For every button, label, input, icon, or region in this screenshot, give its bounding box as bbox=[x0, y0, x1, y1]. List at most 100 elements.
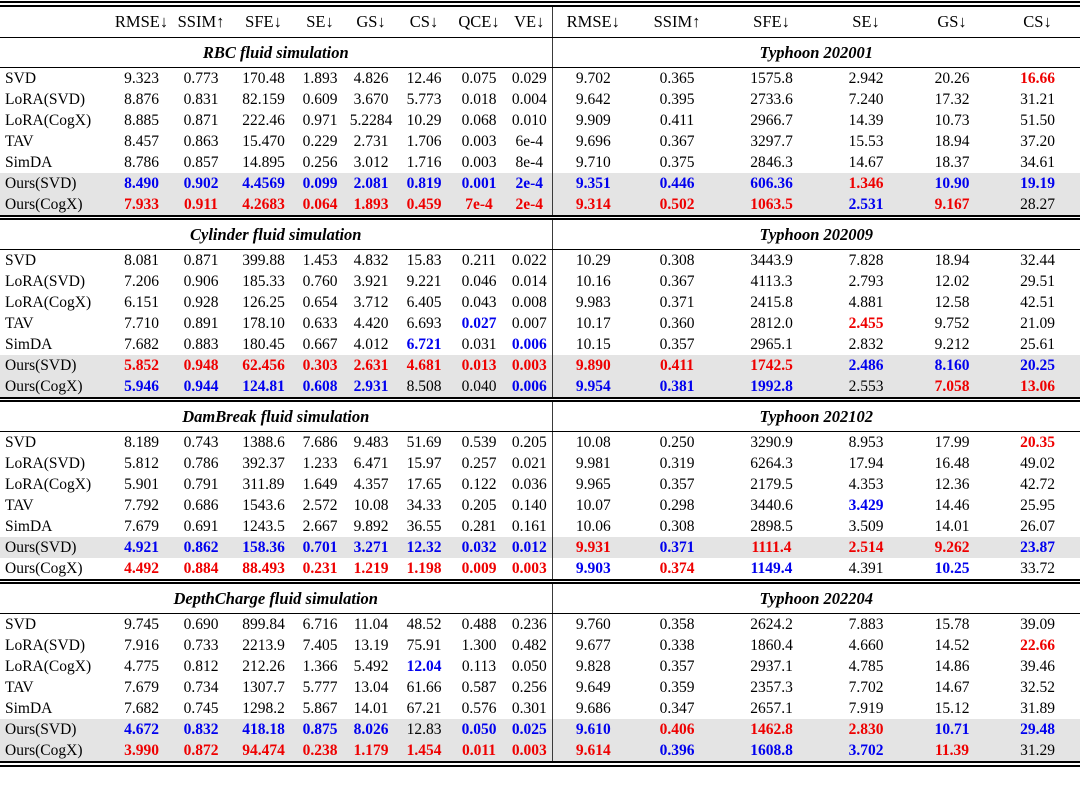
metric-value: 7.710 bbox=[124, 314, 159, 332]
metric-value: 0.374 bbox=[659, 559, 695, 577]
metric-value: 606.36 bbox=[720, 173, 823, 194]
metric-value: 0.319 bbox=[659, 454, 695, 472]
metric-value: 5.773 bbox=[406, 90, 442, 108]
metric-value: 0.099 bbox=[295, 173, 345, 194]
metric-value: 22.66 bbox=[1020, 636, 1055, 654]
table-row: LoRA(CogX) 4.775 0.812 212.26 1.366 5.492 12.0… bbox=[0, 656, 1080, 677]
metric-value: 25.95 bbox=[1020, 496, 1055, 514]
metric-value: 0.902 bbox=[170, 173, 232, 194]
metric-value: 10.73 bbox=[934, 111, 970, 129]
metric-value: 8.160 bbox=[909, 355, 995, 376]
metric-value: 0.891 bbox=[183, 314, 219, 332]
table-row: Ours(SVD) 4.672 0.832 418.18 0.875 8.026 12.83… bbox=[0, 719, 1080, 740]
method-label: LoRA(SVD) bbox=[5, 272, 86, 290]
metric-value: 14.895 bbox=[242, 153, 285, 171]
metric-value: 1.179 bbox=[345, 740, 397, 764]
method-label: SVD bbox=[5, 615, 37, 633]
metric-value: 12.36 bbox=[934, 475, 970, 493]
metric-value: 8.490 bbox=[113, 173, 170, 194]
metric-value: 9.686 bbox=[551, 698, 634, 719]
metric-value: 9.614 bbox=[551, 740, 634, 764]
metric-value: 18.94 bbox=[934, 251, 970, 269]
metric-value: 0.459 bbox=[397, 194, 451, 218]
metric-value: 0.502 bbox=[634, 194, 720, 218]
metric-value: 4.353 bbox=[848, 475, 884, 493]
table-body: RBC fluid simulation Typhoon 202001 SVD 9.3… bbox=[0, 37, 1080, 764]
metric-value: 3443.9 bbox=[750, 251, 793, 269]
metric-value: 9.610 bbox=[551, 719, 634, 740]
metric-value: 0.928 bbox=[183, 293, 219, 311]
method-label: SimDA bbox=[5, 517, 53, 535]
metric-value: 12.32 bbox=[397, 537, 451, 558]
metric-value: 0.064 bbox=[295, 194, 345, 218]
metric-value: 0.040 bbox=[451, 376, 507, 400]
table-row: SimDA 7.679 0.691 1243.5 2.667 9.892 36.55 0.28… bbox=[0, 516, 1080, 537]
metric-value: 94.474 bbox=[232, 740, 295, 764]
metric-value: 16.48 bbox=[934, 454, 970, 472]
metric-value: 67.21 bbox=[406, 699, 442, 717]
metric-value: 0.633 bbox=[302, 314, 338, 332]
metric-value: 0.832 bbox=[170, 719, 232, 740]
metric-value: 0.231 bbox=[302, 559, 338, 577]
metric-value: 9.954 bbox=[551, 376, 634, 400]
metric-value: 49.02 bbox=[1020, 454, 1055, 472]
column-header: GS↓ bbox=[909, 4, 995, 38]
metric-value: 11.39 bbox=[909, 740, 995, 764]
metric-value: 10.08 bbox=[551, 431, 634, 453]
metric-value: 0.236 bbox=[511, 615, 547, 633]
metric-value: 418.18 bbox=[232, 719, 295, 740]
metric-value: 0.359 bbox=[659, 678, 695, 696]
metric-value: 0.357 bbox=[659, 657, 695, 675]
method-label: Ours(CogX) bbox=[0, 740, 113, 764]
metric-value: 29.48 bbox=[995, 719, 1080, 740]
metric-value: 11.04 bbox=[353, 615, 389, 633]
metric-value: 14.01 bbox=[353, 699, 389, 717]
column-header: CS↓ bbox=[397, 4, 451, 38]
metric-value: 0.375 bbox=[659, 153, 695, 171]
metric-value: 9.221 bbox=[406, 272, 442, 290]
metric-value: 15.83 bbox=[406, 251, 442, 269]
metric-value: 0.357 bbox=[659, 475, 695, 493]
metric-value: 0.587 bbox=[461, 678, 497, 696]
metric-value: 7.679 bbox=[124, 678, 159, 696]
metric-value: 311.89 bbox=[242, 475, 285, 493]
metric-value: 2812.0 bbox=[750, 314, 793, 332]
metric-value: 12.46 bbox=[406, 69, 442, 87]
metric-value: 1462.8 bbox=[720, 719, 823, 740]
metric-value: 6.721 bbox=[406, 335, 442, 353]
table-row: LoRA(SVD) 7.916 0.733 2213.9 7.405 13.19 75.91… bbox=[0, 635, 1080, 656]
metric-value: 0.003 bbox=[507, 355, 552, 376]
metric-value: 62.456 bbox=[232, 355, 295, 376]
metric-value: 82.159 bbox=[242, 90, 285, 108]
method-label: SimDA bbox=[5, 153, 53, 171]
metric-value: 0.013 bbox=[451, 355, 507, 376]
metric-value: 2898.5 bbox=[750, 517, 793, 535]
metric-value: 1.219 bbox=[353, 559, 389, 577]
metric-value: 0.734 bbox=[183, 678, 219, 696]
metric-value: 2.931 bbox=[345, 376, 397, 400]
metric-value: 392.37 bbox=[242, 454, 285, 472]
metric-value: 7.919 bbox=[848, 699, 884, 717]
metric-value: 4.672 bbox=[113, 719, 170, 740]
metric-value: 0.971 bbox=[302, 111, 338, 129]
column-header: SFE↓ bbox=[720, 4, 823, 38]
method-label: SVD bbox=[5, 251, 37, 269]
table-row: Ours(SVD) 5.852 0.948 62.456 0.303 2.631 4.681… bbox=[0, 355, 1080, 376]
metric-value: 3.429 bbox=[848, 496, 884, 514]
metric-value: 10.17 bbox=[551, 313, 634, 334]
section-title-right: Typhoon 202009 bbox=[551, 215, 1080, 250]
metric-value: 0.360 bbox=[659, 314, 695, 332]
table-row: SVD 8.189 0.743 1388.6 7.686 9.483 51.69 0.539 0… bbox=[0, 431, 1080, 453]
metric-value: 3290.9 bbox=[750, 433, 793, 451]
metric-value: 7.883 bbox=[848, 615, 884, 633]
metric-value: 13.04 bbox=[353, 678, 389, 696]
metric-value: 16.66 bbox=[1020, 69, 1055, 87]
metric-value: 0.871 bbox=[183, 111, 219, 129]
metric-value: 0.608 bbox=[295, 376, 345, 400]
metric-value: 2179.5 bbox=[750, 475, 793, 493]
metric-value: 8.026 bbox=[345, 719, 397, 740]
metric-value: 3.670 bbox=[353, 90, 389, 108]
metric-value: 9.314 bbox=[551, 194, 634, 218]
metric-value: 0.863 bbox=[183, 132, 219, 150]
metric-value: 6264.3 bbox=[750, 454, 793, 472]
